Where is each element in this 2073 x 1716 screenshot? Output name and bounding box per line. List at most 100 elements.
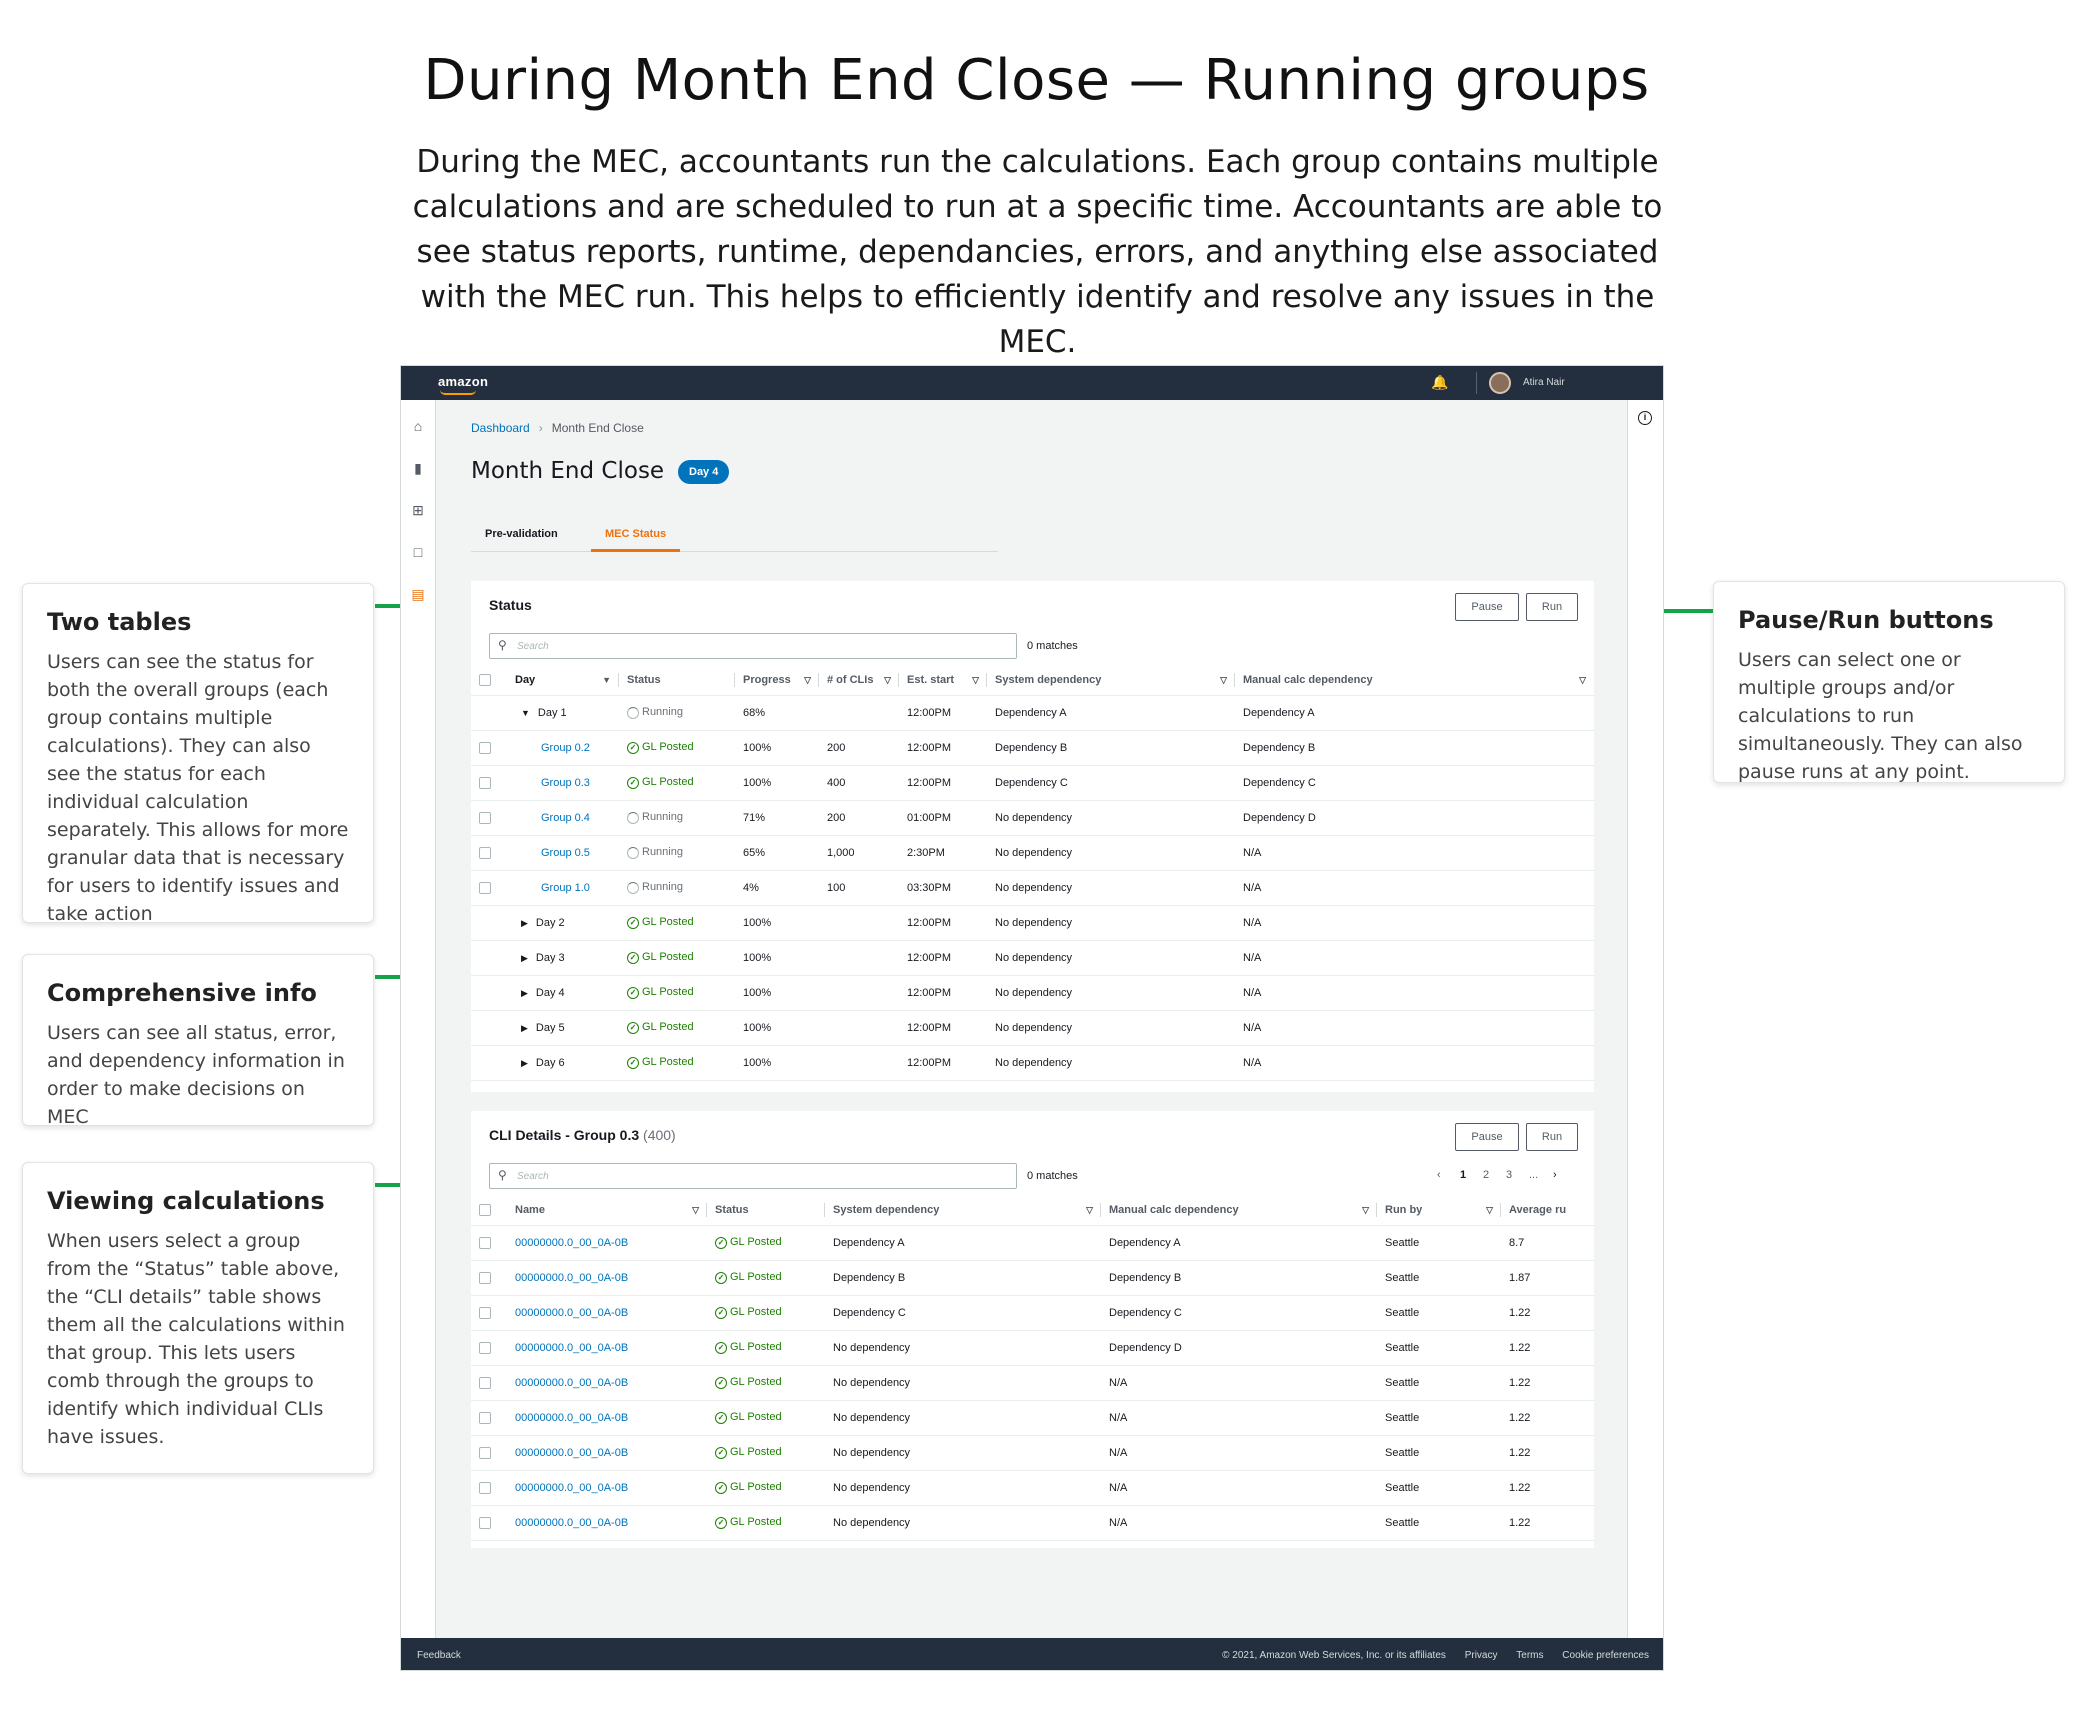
column-header-run-by[interactable]: Run by ▽ bbox=[1377, 1195, 1501, 1226]
checkbox-cell[interactable] bbox=[471, 835, 507, 871]
checkbox-cell[interactable] bbox=[471, 1435, 507, 1471]
table-row[interactable]: ▶ Day 2 ✓ GL Posted 100% 12:00PM No dependency… bbox=[471, 905, 1594, 941]
checkbox-cell[interactable] bbox=[471, 1505, 507, 1541]
cli-link[interactable]: 00000000.0_00_0A-0B bbox=[515, 1516, 629, 1529]
row-checkbox[interactable] bbox=[479, 1411, 491, 1424]
caret-right-icon[interactable]: ▶ bbox=[521, 917, 528, 928]
caret-right-icon[interactable]: ▶ bbox=[521, 952, 528, 963]
feedback-link[interactable]: Feedback bbox=[417, 1650, 461, 1661]
cli-link[interactable]: 00000000.0_00_0A-0B bbox=[515, 1481, 629, 1494]
column-header-manual-dependency[interactable]: Manual calc dependency ▽ bbox=[1235, 665, 1594, 696]
tab-pre-validation[interactable]: Pre-validation bbox=[485, 528, 558, 540]
run-button[interactable]: Run bbox=[1526, 593, 1578, 621]
table-row[interactable]: ▶ Day 3 ✓ GL Posted 100% 12:00PM No dependency… bbox=[471, 940, 1594, 976]
checkbox-cell[interactable] bbox=[471, 1260, 507, 1296]
row-checkbox[interactable] bbox=[479, 1516, 491, 1529]
table-row[interactable]: 00000000.0_00_0A-0B ✓ GL Posted Dependency … bbox=[471, 1295, 1594, 1331]
row-checkbox[interactable] bbox=[479, 881, 491, 894]
cli-link[interactable]: 00000000.0_00_0A-0B bbox=[515, 1376, 629, 1389]
checkbox-cell[interactable] bbox=[471, 730, 507, 766]
checkbox-cell[interactable] bbox=[471, 765, 507, 801]
cli-link[interactable]: 00000000.0_00_0A-0B bbox=[515, 1306, 629, 1319]
row-checkbox[interactable] bbox=[479, 1236, 491, 1249]
checkbox-cell[interactable] bbox=[471, 1295, 507, 1331]
checkbox-cell[interactable] bbox=[471, 1010, 507, 1046]
row-checkbox[interactable] bbox=[479, 1271, 491, 1284]
select-all-checkbox[interactable] bbox=[471, 1195, 507, 1226]
column-header-clis[interactable]: # of CLIs ▽ bbox=[819, 665, 899, 696]
breadcrumb-dashboard-link[interactable]: Dashboard bbox=[471, 421, 530, 435]
column-header-progress[interactable]: Progress ▽ bbox=[735, 665, 819, 696]
checkbox-cell[interactable] bbox=[471, 1045, 507, 1081]
column-header-status[interactable]: Status bbox=[707, 1195, 825, 1226]
user-name[interactable]: Atira Nair bbox=[1523, 377, 1565, 388]
caret-right-icon[interactable]: ▶ bbox=[521, 987, 528, 998]
row-checkbox[interactable] bbox=[479, 846, 491, 859]
checkbox-cell[interactable] bbox=[471, 1365, 507, 1401]
group-link[interactable]: Group 0.4 bbox=[541, 811, 590, 824]
group-link[interactable]: Group 0.5 bbox=[541, 846, 590, 859]
page-1[interactable]: 1 bbox=[1460, 1169, 1467, 1181]
cli-link[interactable]: 00000000.0_00_0A-0B bbox=[515, 1446, 629, 1459]
table-row[interactable]: Group 0.3 ✓ GL Posted 100% 400 12:00PM Depende… bbox=[471, 765, 1594, 801]
amazon-logo[interactable]: amazon bbox=[438, 374, 489, 395]
home-icon[interactable]: ⌂ bbox=[413, 418, 423, 434]
cli-search-input[interactable]: ⚲ Search bbox=[489, 1163, 1017, 1189]
document-icon[interactable]: ▮ bbox=[414, 460, 422, 476]
select-all-checkbox[interactable] bbox=[471, 665, 507, 696]
checkbox-cell[interactable] bbox=[471, 940, 507, 976]
column-header-status[interactable]: Status bbox=[619, 665, 735, 696]
checkbox-cell[interactable] bbox=[471, 695, 507, 731]
chevron-left-icon[interactable]: ‹ bbox=[1437, 1169, 1441, 1181]
cookie-preferences-link[interactable]: Cookie preferences bbox=[1562, 1650, 1649, 1661]
notification-bell-icon[interactable]: 🔔 bbox=[1431, 374, 1449, 390]
column-header-day[interactable]: Day ▼ bbox=[507, 665, 619, 696]
cli-link[interactable]: 00000000.0_00_0A-0B bbox=[515, 1411, 629, 1424]
table-row[interactable]: Group 0.2 ✓ GL Posted 100% 200 12:00PM Depende… bbox=[471, 730, 1594, 766]
table-row[interactable]: ▶ Day 4 ✓ GL Posted 100% 12:00PM No dependency… bbox=[471, 975, 1594, 1011]
checkbox-cell[interactable] bbox=[471, 905, 507, 941]
terms-link[interactable]: Terms bbox=[1516, 1650, 1544, 1661]
avatar[interactable] bbox=[1489, 372, 1511, 394]
privacy-link[interactable]: Privacy bbox=[1464, 1650, 1498, 1661]
caret-right-icon[interactable]: ▶ bbox=[521, 1057, 528, 1068]
column-header-system-dependency[interactable]: System dependency ▽ bbox=[825, 1195, 1101, 1226]
grid-icon[interactable]: ⊞ bbox=[412, 502, 424, 518]
column-header-est-start[interactable]: Est. start ▽ bbox=[899, 665, 987, 696]
page-2[interactable]: 2 bbox=[1483, 1169, 1490, 1181]
chevron-right-icon[interactable]: › bbox=[1553, 1169, 1557, 1181]
row-checkbox[interactable] bbox=[479, 1306, 491, 1319]
page-3[interactable]: 3 bbox=[1506, 1169, 1513, 1181]
checkbox-cell[interactable] bbox=[471, 1330, 507, 1366]
row-checkbox[interactable] bbox=[479, 1376, 491, 1389]
status-search-input[interactable]: ⚲ Search bbox=[489, 633, 1017, 659]
group-link[interactable]: Group 1.0 bbox=[541, 881, 590, 894]
checkbox-cell[interactable] bbox=[471, 1225, 507, 1261]
row-checkbox[interactable] bbox=[479, 741, 491, 754]
cli-pause-button[interactable]: Pause bbox=[1455, 1123, 1519, 1151]
cli-link[interactable]: 00000000.0_00_0A-0B bbox=[515, 1271, 629, 1284]
column-header-average-runtime[interactable]: Average ru bbox=[1501, 1195, 1594, 1226]
column-header-name[interactable]: Name ▽ bbox=[507, 1195, 707, 1226]
checkbox-cell[interactable] bbox=[471, 800, 507, 836]
caret-right-icon[interactable]: ▶ bbox=[521, 1022, 528, 1033]
cli-link[interactable]: 00000000.0_00_0A-0B bbox=[515, 1341, 629, 1354]
table-row[interactable]: 00000000.0_00_0A-0B ✓ GL Posted No dependen… bbox=[471, 1330, 1594, 1366]
table-row[interactable]: 00000000.0_00_0A-0B ✓ GL Posted Dependency … bbox=[471, 1225, 1594, 1261]
row-checkbox[interactable] bbox=[479, 1446, 491, 1459]
checkbox-cell[interactable] bbox=[471, 975, 507, 1011]
table-row[interactable]: 00000000.0_00_0A-0B ✓ GL Posted No dependen… bbox=[471, 1505, 1594, 1541]
table-row[interactable]: Group 0.5 Running 65% 1,000 2:30PM No depende… bbox=[471, 835, 1594, 871]
table-row[interactable]: ▶ Day 5 ✓ GL Posted 100% 12:00PM No dependency… bbox=[471, 1010, 1594, 1046]
column-header-system-dependency[interactable]: System dependency ▽ bbox=[987, 665, 1235, 696]
group-link[interactable]: Group 0.2 bbox=[541, 741, 590, 754]
checkbox-cell[interactable] bbox=[471, 1470, 507, 1506]
info-icon[interactable]: i bbox=[1638, 411, 1652, 425]
table-row[interactable]: 00000000.0_00_0A-0B ✓ GL Posted No dependen… bbox=[471, 1365, 1594, 1401]
row-checkbox[interactable] bbox=[479, 1481, 491, 1494]
checkbox-cell[interactable] bbox=[471, 870, 507, 906]
group-link[interactable]: Group 0.3 bbox=[541, 776, 590, 789]
cli-link[interactable]: 00000000.0_00_0A-0B bbox=[515, 1236, 629, 1249]
table-row[interactable]: 00000000.0_00_0A-0B ✓ GL Posted No dependen… bbox=[471, 1400, 1594, 1436]
row-checkbox[interactable] bbox=[479, 811, 491, 824]
